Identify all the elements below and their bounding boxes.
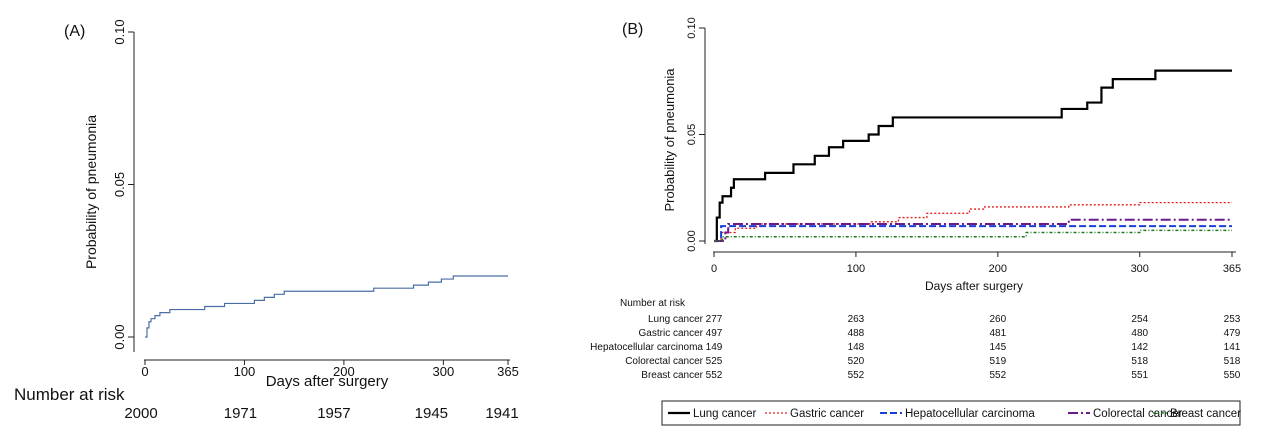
x-tick-label: 100: [847, 263, 865, 275]
series-line-colorectal-cancer: [714, 218, 1232, 242]
risk-value: 479: [1224, 328, 1241, 339]
risk-value: 1971: [224, 405, 257, 422]
y-tick-label: 0.05: [686, 124, 698, 145]
legend-label: Gastric cancer: [790, 408, 864, 420]
risk-row-label: Breast cancer: [641, 370, 703, 381]
panel-b-x-ticks: 0 100 200 300 365: [711, 252, 1241, 275]
x-tick-label: 100: [234, 364, 256, 379]
risk-value: 518: [1224, 356, 1241, 367]
panel-b-xlabel: Days after surgery: [925, 279, 1023, 293]
risk-row-label: Lung cancer: [648, 314, 704, 325]
panel-b-y-ticks: 0.00 0.05 0.10: [686, 17, 705, 252]
risk-value: 519: [989, 356, 1006, 367]
panel-b-risk-table: Lung cancer 277 263 260 254 253 Gastric cancer…: [590, 314, 1241, 381]
panel-a-risk-table: 2000 1971 1957 1945 1941: [124, 405, 518, 422]
y-tick-label: 0.05: [112, 172, 127, 197]
y-tick-label: 0.10: [686, 17, 698, 38]
risk-value: 254: [1131, 314, 1148, 325]
x-tick-label: 200: [333, 364, 355, 379]
risk-value: 148: [848, 342, 865, 353]
risk-value: 520: [848, 356, 865, 367]
risk-value: 518: [1131, 356, 1148, 367]
risk-row-label: Colorectal cancer: [625, 356, 703, 367]
risk-value: 1957: [317, 405, 350, 422]
risk-value: 142: [1131, 342, 1148, 353]
x-tick-label: 365: [497, 364, 519, 379]
panel-b-label: (B): [622, 21, 643, 38]
panel-a-xlabel: Days after surgery: [266, 373, 389, 390]
risk-value: 480: [1131, 328, 1148, 339]
x-tick-label: 365: [1223, 263, 1241, 275]
risk-row-label: Gastric cancer: [639, 328, 704, 339]
panel-a: (A) Probability of pneumonia Days after …: [14, 19, 519, 422]
series-line-breast-cancer: [714, 229, 1232, 242]
legend-label: Lung cancer: [693, 408, 756, 420]
risk-value: 552: [989, 370, 1006, 381]
risk-row-label: Hepatocellular carcinoma: [590, 342, 703, 353]
risk-value: 263: [848, 314, 865, 325]
series-line-0: [145, 275, 508, 338]
legend-label: Hepatocellular carcinoma: [905, 408, 1035, 420]
panel-b-legend: Lung cancer Gastric cancer Hepatocellular …: [668, 408, 1241, 420]
risk-value: 525: [706, 356, 723, 367]
panel-b-legend-box: [661, 400, 1241, 426]
risk-value: 141: [1224, 342, 1241, 353]
legend-label: Breast cancer: [1170, 408, 1241, 420]
risk-value: 550: [1224, 370, 1241, 381]
risk-value: 145: [989, 342, 1006, 353]
risk-value: 1945: [415, 405, 448, 422]
panel-b-curves: [714, 69, 1232, 243]
panel-a-ylabel: Probability of pneumonia: [83, 115, 99, 269]
panel-b: (B) Probability of pneumonia Days after …: [590, 17, 1241, 426]
panel-a-risk-title: Number at risk: [14, 385, 125, 404]
risk-value: 488: [848, 328, 865, 339]
panel-a-curves: [145, 275, 508, 338]
risk-value: 149: [706, 342, 723, 353]
panel-a-y-ticks: 0.00 0.05 0.10: [112, 19, 134, 350]
x-tick-label: 300: [433, 364, 455, 379]
risk-value: 552: [848, 370, 865, 381]
y-tick-label: 0.00: [112, 324, 127, 349]
y-tick-label: 0.10: [112, 19, 127, 44]
series-line-hepatocellular-carcinoma: [714, 225, 1232, 242]
risk-value: 277: [706, 314, 723, 325]
risk-value: 497: [706, 328, 723, 339]
series-line-gastric-cancer: [714, 202, 1232, 242]
x-tick-label: 0: [711, 263, 717, 275]
x-tick-label: 200: [989, 263, 1007, 275]
risk-value: 552: [706, 370, 723, 381]
risk-value: 2000: [124, 405, 157, 422]
series-line-lung-cancer: [714, 69, 1232, 243]
x-tick-label: 0: [141, 364, 148, 379]
risk-value: 1941: [485, 405, 518, 422]
risk-value: 260: [989, 314, 1006, 325]
y-tick-label: 0.00: [686, 230, 698, 251]
panel-a-x-ticks: 0 100 200 300 365: [141, 360, 519, 379]
panel-b-risk-title: Number at risk: [620, 298, 686, 309]
legend-label: Colorectal cancer: [1093, 408, 1183, 420]
risk-value: 551: [1131, 370, 1148, 381]
panel-b-ylabel: Probability of pneumonia: [662, 68, 677, 212]
risk-value: 481: [989, 328, 1006, 339]
panel-a-label: (A): [64, 23, 85, 40]
x-tick-label: 300: [1131, 263, 1149, 275]
risk-value: 253: [1224, 314, 1241, 325]
